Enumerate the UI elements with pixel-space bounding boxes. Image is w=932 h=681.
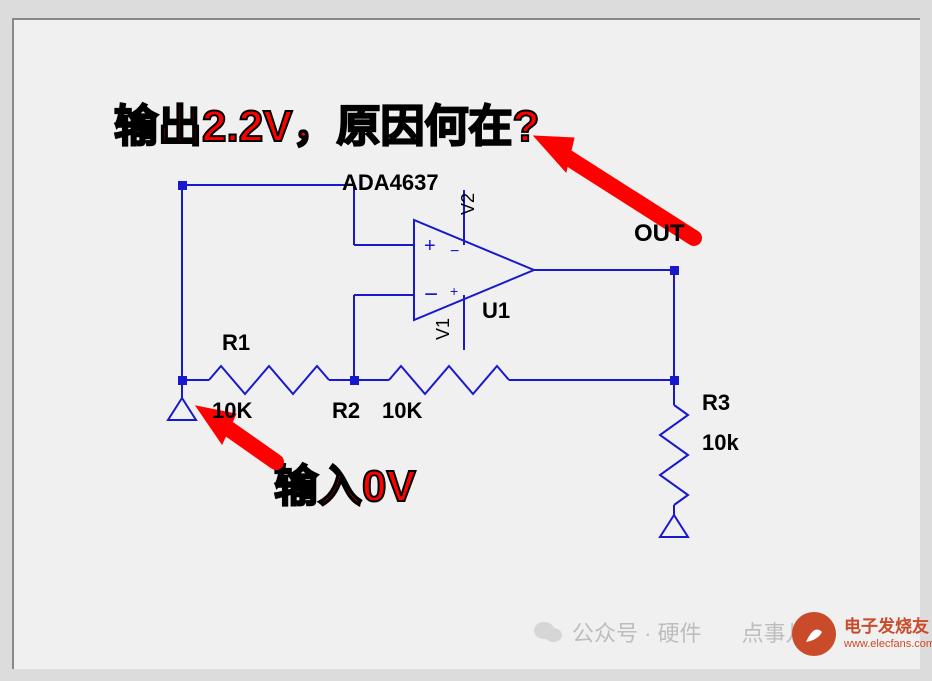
wechat-icon	[534, 620, 562, 644]
svg-text:−: −	[424, 281, 438, 308]
svg-text:+: +	[450, 283, 458, 299]
elecfans-watermark: 电子发烧友 www.elecfans.com	[792, 612, 932, 656]
circuit-diagram: + − V1 V2 − +	[14, 20, 922, 671]
r3-val: 10k	[702, 430, 739, 456]
r2-val: 10K	[382, 398, 422, 424]
elecfans-title: 电子发烧友	[844, 617, 932, 637]
part-label: ADA4637	[342, 170, 439, 196]
r2-ref: R2	[332, 398, 360, 424]
r3-ref: R3	[702, 390, 730, 416]
svg-text:V1: V1	[433, 318, 453, 340]
svg-text:−: −	[450, 243, 459, 260]
watermark-text: 公众号 · 硬件	[572, 616, 702, 648]
svg-text:V2: V2	[458, 193, 478, 215]
elecfans-url: www.elecfans.com	[844, 638, 932, 651]
wechat-watermark: 公众号 · 硬件 点事儿	[534, 616, 808, 648]
elecfans-logo-icon	[792, 612, 836, 656]
ref-u1: U1	[482, 298, 510, 324]
out-label: OUT	[634, 220, 685, 248]
svg-text:+: +	[424, 235, 436, 257]
r1-ref: R1	[222, 330, 250, 356]
schematic-canvas: 输出2.2V，原因何在? 输入0V + − V1 V2 − +	[12, 18, 920, 669]
r1-val: 10K	[212, 398, 252, 424]
